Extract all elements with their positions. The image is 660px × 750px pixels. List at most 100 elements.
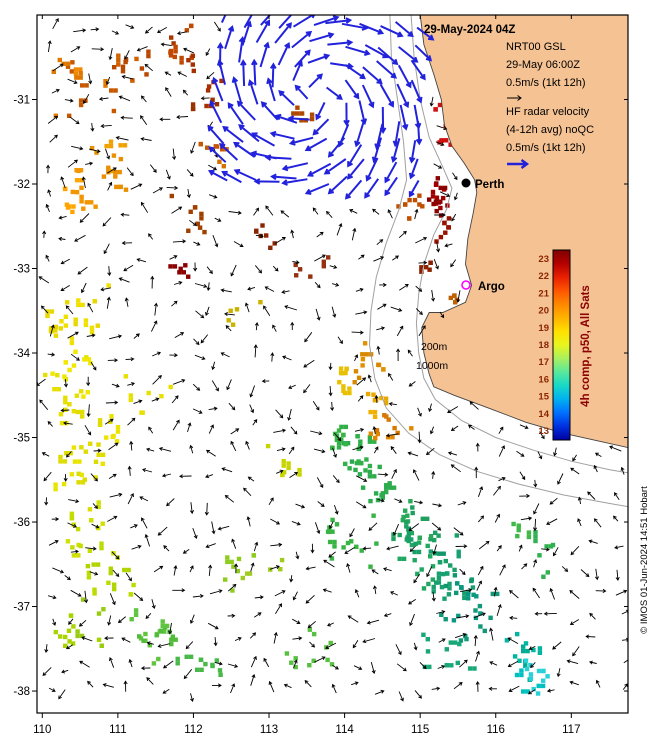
hf-arrow <box>287 115 310 122</box>
sst-pixel <box>421 586 427 591</box>
sst-pixel <box>69 340 75 346</box>
sst-pixel <box>384 485 389 490</box>
current-arrow <box>227 613 236 618</box>
current-arrow <box>192 383 201 391</box>
sst-pixel <box>79 472 84 478</box>
current-arrow <box>162 660 174 669</box>
sst-pixel <box>341 545 346 550</box>
current-arrow <box>473 634 478 647</box>
current-arrow <box>152 374 162 385</box>
sst-pixel <box>438 205 443 211</box>
sst-pixel <box>63 323 69 328</box>
hf-arrow <box>410 59 426 81</box>
current-arrow <box>39 399 49 410</box>
current-arrow <box>377 472 389 477</box>
australia-landmass <box>420 15 628 448</box>
current-arrow <box>353 665 363 671</box>
current-arrow <box>70 353 80 361</box>
sst-pixel <box>356 459 361 464</box>
current-arrow <box>268 680 275 693</box>
argo-marker: Argo <box>461 280 505 293</box>
sst-pixel <box>101 607 106 612</box>
current-arrow <box>450 425 459 431</box>
current-arrow <box>64 98 74 103</box>
sst-pixel <box>478 624 483 629</box>
sst-pixel <box>345 540 351 546</box>
current-arrow <box>52 63 64 72</box>
current-arrow <box>552 547 559 557</box>
sst-pixel <box>442 596 447 601</box>
current-arrow <box>52 18 59 30</box>
sst-pixel <box>434 239 439 244</box>
sst-pixel <box>53 629 58 635</box>
sst-pixel <box>76 553 81 558</box>
hf-arrow <box>399 104 409 131</box>
current-arrow <box>409 613 415 627</box>
current-arrow <box>388 401 397 406</box>
sst-pixel <box>210 663 215 669</box>
sst-pixel <box>436 571 442 576</box>
sst-pixel <box>225 559 230 565</box>
sst-pixel <box>466 591 471 597</box>
sst-pixel <box>96 611 102 616</box>
sst-pixel <box>523 663 528 669</box>
current-arrow <box>434 213 446 218</box>
current-arrow <box>157 526 168 536</box>
current-arrow <box>328 551 336 558</box>
current-arrow <box>556 668 561 678</box>
sst-pixel <box>307 663 312 668</box>
sst-pixel <box>341 384 346 389</box>
sst-pixel <box>347 390 352 396</box>
current-arrow <box>123 680 128 692</box>
sst-pixel <box>430 189 436 195</box>
current-arrow <box>349 209 358 214</box>
current-arrow <box>330 401 335 412</box>
sst-pixel <box>380 495 385 500</box>
current-arrow <box>328 362 333 371</box>
sst-pixel <box>73 71 79 77</box>
hf-arrow <box>264 154 292 161</box>
hf-arrow <box>207 125 225 145</box>
hf-arrow <box>216 59 226 85</box>
current-arrow <box>90 473 98 482</box>
current-arrow <box>65 644 74 650</box>
current-arrow <box>91 523 100 529</box>
current-arrow <box>214 217 222 222</box>
current-arrow <box>121 74 134 80</box>
sst-pixel <box>436 533 441 538</box>
sst-pixel <box>519 672 524 678</box>
hf-radar-arrows <box>207 15 435 200</box>
current-arrow <box>407 451 419 457</box>
sst-pixel <box>245 571 250 576</box>
current-arrow <box>206 282 211 292</box>
current-arrow <box>289 472 299 478</box>
current-arrow <box>435 141 445 146</box>
sst-pixel <box>70 209 75 215</box>
current-arrow <box>374 689 385 695</box>
sst-pixel <box>89 330 95 335</box>
sst-pixel <box>356 375 362 380</box>
hf-arrow <box>343 102 350 127</box>
current-arrow <box>408 599 416 605</box>
sst-pixel <box>409 537 414 542</box>
contour-1000m <box>368 15 628 508</box>
current-arrow <box>173 565 178 576</box>
current-arrow <box>166 185 179 190</box>
hf-arrow <box>344 79 360 100</box>
current-arrow <box>79 213 90 223</box>
sst-pixel <box>79 194 84 200</box>
current-arrow <box>174 332 185 338</box>
sst-pixel <box>354 544 359 549</box>
current-arrow <box>224 311 235 317</box>
sst-pixel <box>446 216 452 221</box>
current-arrow <box>530 662 536 669</box>
current-arrow <box>431 470 436 479</box>
sst-pixel <box>446 225 451 230</box>
sst-pixel <box>380 491 385 496</box>
sst-pixel <box>521 644 526 649</box>
sst-pixel <box>309 112 315 117</box>
current-arrow <box>383 567 392 572</box>
sst-pixel <box>536 668 542 674</box>
current-arrow <box>332 447 337 458</box>
sst-pixel <box>62 459 68 464</box>
